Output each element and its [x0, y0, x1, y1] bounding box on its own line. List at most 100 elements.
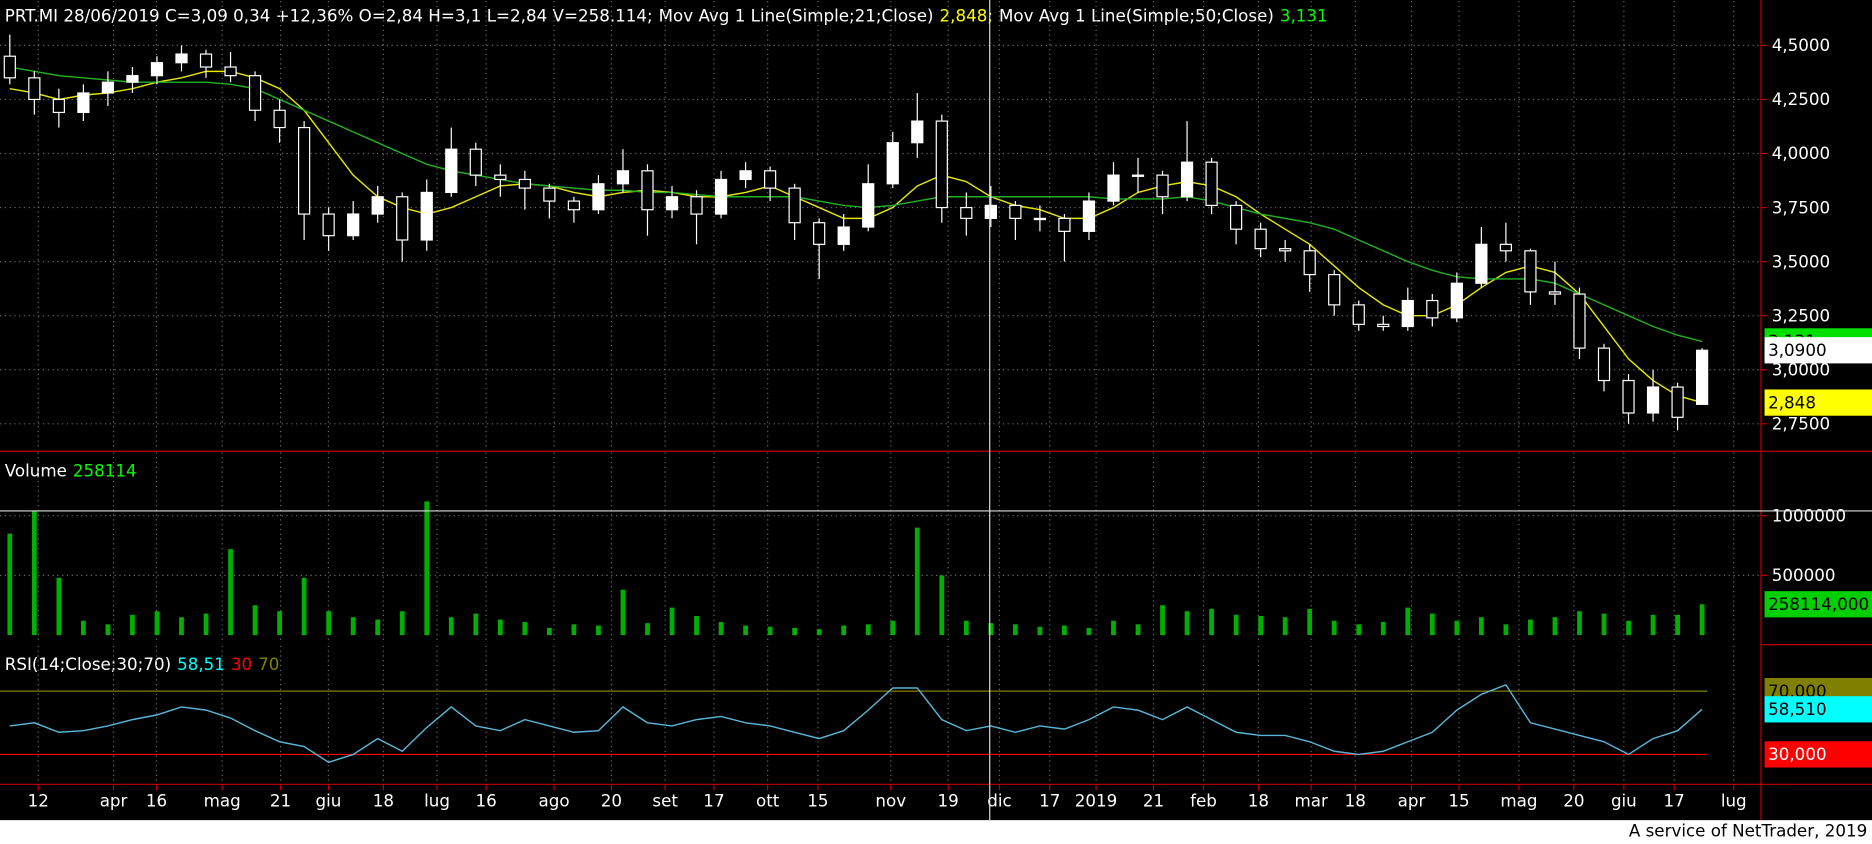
volume-bar	[399, 611, 405, 636]
volume-bar	[1258, 615, 1264, 636]
candle-body	[1475, 243, 1488, 284]
candle-body	[1548, 291, 1562, 295]
candle-body	[543, 187, 556, 202]
volume-bar	[1037, 626, 1043, 636]
volume-bar	[522, 621, 528, 636]
value-box-label: 70,000	[1768, 681, 1826, 701]
x-tick-label: dic	[987, 791, 1011, 811]
volume-bar	[1209, 608, 1214, 636]
volume-bar	[669, 607, 675, 636]
volume-bar	[1650, 614, 1656, 636]
header-text: Volume	[5, 460, 67, 480]
y-tick-label: 3,5000	[1772, 251, 1830, 271]
volume-bar	[963, 620, 969, 636]
x-tick-label: 17	[703, 791, 724, 811]
volume-bar	[179, 617, 184, 636]
y-tick-label: 4,5000	[1772, 35, 1830, 55]
header-text: PRT.MI 28/06/2019 C=3,09 0,34 +12,36% O=…	[5, 5, 653, 25]
volume-bar	[1528, 619, 1533, 636]
volume-bar	[424, 501, 430, 636]
volume-bar	[546, 627, 552, 636]
volume-bar	[326, 611, 332, 636]
volume-bar	[1552, 617, 1558, 636]
footer-text: A service of NetTrader, 2019	[1629, 821, 1867, 841]
candle-body	[1597, 347, 1611, 382]
x-tick-label: feb	[1190, 791, 1217, 811]
volume-bar	[1356, 624, 1362, 636]
candle-body	[1352, 304, 1365, 325]
volume-bar	[350, 617, 356, 636]
volume-bar	[841, 625, 847, 636]
panel-header: PRT.MI 28/06/2019 C=3,09 0,34 +12,36% O=…	[5, 5, 1328, 25]
volume-bar	[1626, 620, 1631, 636]
candle-body	[224, 66, 237, 77]
x-tick-label: giu	[1611, 791, 1637, 811]
volume-bar	[1675, 614, 1680, 636]
candle-body	[1058, 217, 1071, 232]
volume-bar	[1012, 624, 1018, 636]
candle-body	[837, 226, 850, 245]
value-box-label: 3,0900	[1768, 340, 1826, 360]
volume-bar	[473, 613, 479, 636]
candle-body	[1695, 349, 1709, 405]
candle-body	[665, 196, 679, 211]
candle-body	[788, 187, 801, 224]
x-tick-label: lug	[1721, 791, 1747, 811]
x-tick-label: 19	[938, 791, 959, 811]
x-tick-label: 2019	[1075, 791, 1118, 811]
volume-bar	[130, 614, 135, 636]
candle-body	[1450, 282, 1463, 319]
volume-bar	[1135, 624, 1141, 636]
candle-body	[322, 213, 335, 237]
y-tick-label: 2,7500	[1772, 413, 1830, 433]
x-tick-label: ago	[539, 791, 570, 811]
volume-bar	[1160, 605, 1165, 636]
candle-body	[739, 170, 752, 181]
candle-body	[592, 183, 605, 211]
candle-body	[1328, 274, 1341, 306]
moving-average-line	[9, 70, 1703, 404]
candle-body	[150, 62, 164, 77]
candle-body	[1180, 161, 1194, 198]
header-text: 258114	[73, 460, 137, 480]
volume-bar	[1331, 620, 1337, 636]
candle-body	[1646, 386, 1660, 414]
y-tick-label: 4,0000	[1772, 143, 1830, 163]
x-tick-label: set	[652, 791, 678, 811]
x-tick-label: apr	[100, 791, 128, 811]
candle-body	[1107, 174, 1120, 202]
volume-bar	[1699, 604, 1705, 636]
candle-body	[371, 196, 384, 215]
header-text: 3,131	[1280, 5, 1328, 25]
volume-bar	[1111, 620, 1116, 636]
x-tick-label: giu	[315, 791, 341, 811]
volume-bar	[596, 625, 601, 636]
volume-bar	[571, 624, 577, 636]
value-box	[1764, 696, 1872, 723]
value-box-label: 58,510	[1768, 699, 1826, 719]
volume-bar	[105, 624, 111, 636]
volume-bar	[1454, 620, 1460, 636]
value-box	[1764, 337, 1872, 364]
candle-body	[1033, 217, 1047, 221]
candle-body	[1254, 228, 1267, 250]
candle-body	[911, 120, 924, 144]
candle-body	[1377, 323, 1390, 328]
volume-bar	[1307, 608, 1313, 636]
x-tick-label: ott	[756, 791, 780, 811]
volume-bar	[1380, 621, 1386, 636]
x-tick-label: 21	[1143, 791, 1164, 811]
volume-bar	[375, 619, 381, 636]
x-tick-label: apr	[1398, 791, 1426, 811]
candle-body	[641, 170, 654, 211]
x-tick-label: 16	[146, 791, 167, 811]
volume-bar	[620, 589, 626, 636]
volume-bar	[1184, 611, 1190, 636]
candle-body	[1671, 386, 1684, 418]
volume-bar	[1429, 613, 1435, 636]
value-box-label: 30,000	[1768, 744, 1826, 764]
candle-body	[984, 204, 997, 219]
candle-body	[298, 126, 311, 215]
